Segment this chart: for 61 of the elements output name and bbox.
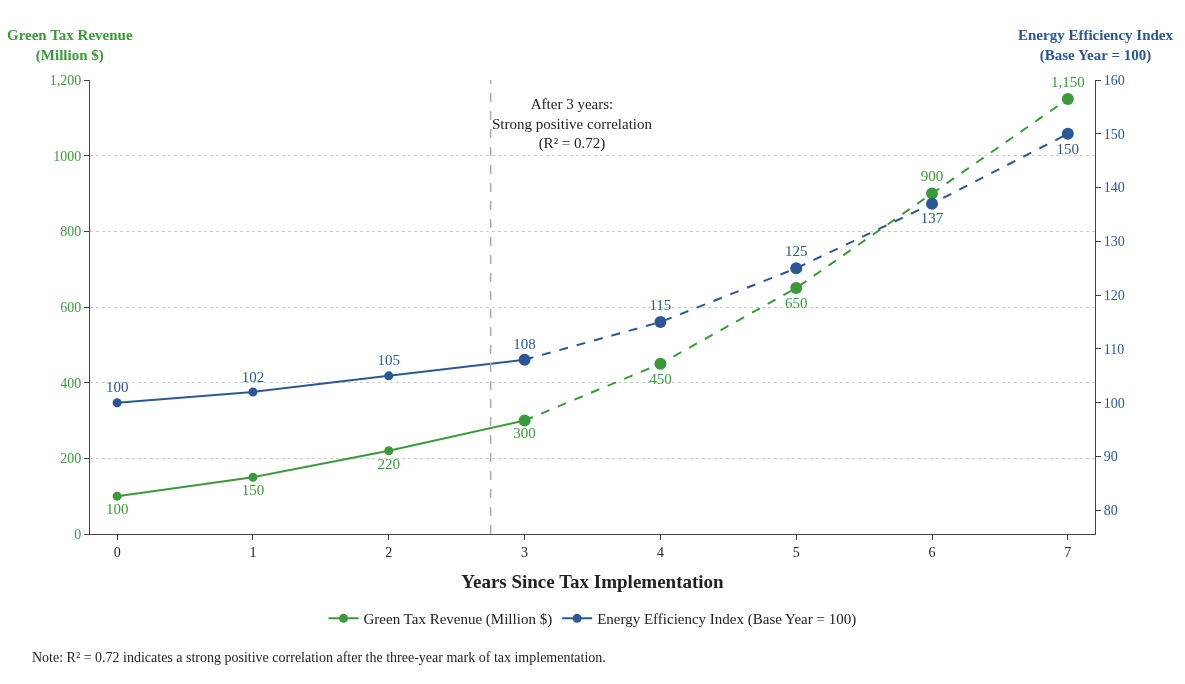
data-label: 100 xyxy=(105,501,129,518)
point xyxy=(790,262,803,275)
point xyxy=(112,491,122,501)
y-tick-label: 1,200 xyxy=(49,72,82,88)
x-tick-label: 6 xyxy=(928,544,936,560)
y2-tick-label: 90 xyxy=(1103,449,1118,465)
text: Note: R² = 0.72 indicates a strong positive correlation after the three-year mark of tax implementation. xyxy=(32,650,606,665)
y-tick-label: 800 xyxy=(60,224,82,240)
point xyxy=(1061,92,1074,105)
y-tick-label: 1000 xyxy=(53,148,82,164)
y2-tick-label: 140 xyxy=(1103,180,1125,196)
point xyxy=(926,187,939,200)
x-axis-title: Years Since Tax Implementation xyxy=(461,570,725,592)
data-label: 105 xyxy=(377,352,401,369)
y2-tick-label: 110 xyxy=(1103,341,1125,357)
y2-tick-label: 160 xyxy=(1103,72,1125,88)
legend-label: Green Tax Revenue (Million $) xyxy=(363,611,553,629)
point xyxy=(248,387,258,397)
point xyxy=(926,197,939,210)
data-label: 900 xyxy=(920,168,944,185)
y2-tick-label: 120 xyxy=(1103,288,1125,304)
point xyxy=(790,282,803,295)
data-label: 150 xyxy=(241,482,265,499)
x-tick-label: 1 xyxy=(249,544,257,560)
data-label: 1,150 xyxy=(1050,73,1085,90)
x-tick-label: 0 xyxy=(113,544,121,560)
x-tick-label: 3 xyxy=(521,544,529,560)
point xyxy=(654,357,667,370)
point xyxy=(654,316,667,329)
point xyxy=(384,446,394,456)
data-label: 137 xyxy=(920,210,944,227)
y2-tick-label: 80 xyxy=(1103,503,1118,519)
data-label: 450 xyxy=(649,370,672,387)
legend-label: Energy Efficiency Index (Base Year = 100) xyxy=(597,611,857,629)
x-tick-label: 2 xyxy=(385,544,393,560)
data-label: 102 xyxy=(241,368,265,385)
y-axis-title: Green Tax Revenue (Million $) xyxy=(7,27,133,64)
data-label: 650 xyxy=(784,294,808,311)
data-label: 100 xyxy=(105,379,129,396)
y-tick-label: 400 xyxy=(60,375,82,391)
y-tick-label: 600 xyxy=(60,299,82,315)
data-label: 125 xyxy=(784,243,808,260)
x-tick-label: 5 xyxy=(792,544,800,560)
y-tick-label: 200 xyxy=(60,451,82,467)
data-label: 115 xyxy=(649,296,672,313)
x-tick-label: 4 xyxy=(656,544,664,560)
point xyxy=(384,371,394,381)
y2-tick-label: 150 xyxy=(1103,126,1125,142)
point xyxy=(112,398,122,408)
y2-tick-label: 100 xyxy=(1103,395,1125,411)
y2-axis-title: Energy Efficiency Index (Base Year = 100) xyxy=(1018,27,1174,64)
y-tick-label: 0 xyxy=(74,526,82,542)
data-label: 108 xyxy=(513,336,536,353)
x-tick-label: 7 xyxy=(1064,544,1072,560)
data-label: 150 xyxy=(1056,140,1080,157)
data-label: 220 xyxy=(377,455,401,472)
point xyxy=(248,472,258,482)
annotation: After 3 years: Strong positive correlation (R² = 0.72) xyxy=(492,96,653,152)
data-label: 300 xyxy=(513,425,536,442)
y2-tick-label: 130 xyxy=(1103,234,1125,250)
point xyxy=(1061,127,1074,140)
